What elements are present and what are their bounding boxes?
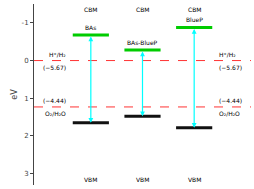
svg-text:-1: -1: [22, 19, 29, 27]
svg-text:O₂/H₂O: O₂/H₂O: [219, 110, 240, 117]
svg-text:(−5.67): (−5.67): [43, 64, 66, 71]
svg-text:0: 0: [24, 57, 28, 65]
svg-text:VBM: VBM: [84, 176, 97, 183]
svg-text:BAs-BlueP: BAs-BlueP: [127, 39, 158, 46]
svg-text:BAs: BAs: [85, 24, 96, 31]
svg-text:eV: eV: [10, 89, 19, 100]
svg-text:CBM: CBM: [84, 6, 97, 13]
svg-text:1: 1: [24, 95, 28, 103]
svg-text:H⁺/H₂: H⁺/H₂: [219, 51, 236, 58]
svg-text:O₂/H₂O: O₂/H₂O: [45, 110, 66, 117]
svg-text:2: 2: [24, 132, 28, 140]
svg-text:(−5.67): (−5.67): [219, 64, 242, 71]
svg-text:VBM: VBM: [136, 176, 149, 183]
svg-text:CBM: CBM: [136, 6, 149, 13]
svg-text:BlueP: BlueP: [186, 16, 203, 23]
svg-text:(−4.44): (−4.44): [43, 97, 66, 104]
svg-text:H⁺/H₂: H⁺/H₂: [49, 51, 66, 58]
svg-text:VBM: VBM: [188, 176, 201, 183]
svg-text:CBM: CBM: [188, 6, 201, 13]
svg-text:3: 3: [24, 170, 28, 178]
svg-text:(−4.44): (−4.44): [219, 97, 242, 104]
